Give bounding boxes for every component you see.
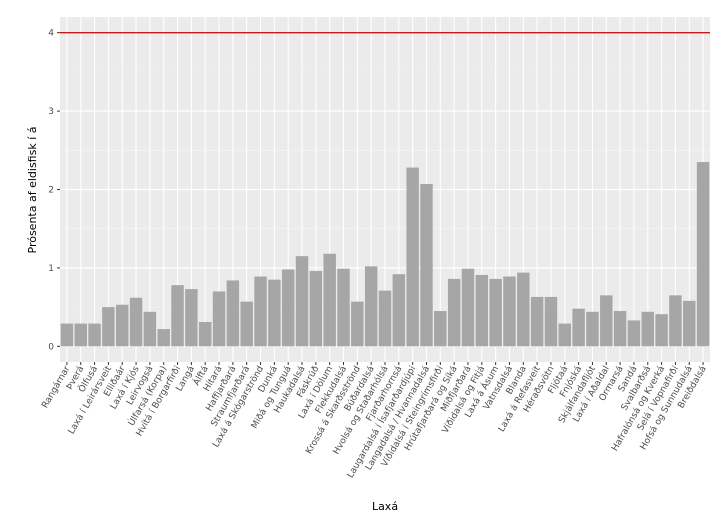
bar [600,295,613,347]
bar [88,323,101,347]
bar [143,311,157,347]
bar [60,323,74,347]
bar [406,167,419,347]
y-tick-label: 4 [48,29,54,39]
bar [627,320,641,347]
bar [683,300,696,347]
y-tick-label: 3 [48,107,54,117]
bar [74,323,87,347]
y-axis-title: Prósenta af eldisfisk í á [26,127,39,254]
bar [434,311,447,347]
bar [171,285,184,347]
x-axis-title: Laxá [372,500,398,513]
bar [323,253,336,347]
bar [364,266,378,347]
bar [226,280,240,347]
bar [655,314,668,347]
bar [613,311,627,347]
bar [572,308,585,347]
bar [268,279,281,347]
bar [337,268,350,347]
bar [641,311,654,347]
bar [351,301,364,347]
bar [489,278,502,347]
bar [461,268,475,347]
bar [102,307,115,347]
y-tick-label: 1 [48,264,54,274]
bar [503,276,516,347]
bar [129,297,143,347]
bar [295,256,309,347]
bar [157,329,170,347]
y-tick-label: 2 [48,186,54,196]
bar [281,269,295,347]
bar [212,291,226,347]
bar [378,290,392,347]
marks [60,31,710,347]
y-tick-label: 0 [48,342,54,352]
bar [475,274,489,347]
bar [254,276,267,347]
bar [696,162,710,347]
bar [447,278,461,347]
bar [558,323,572,347]
bar [185,289,198,347]
bar [309,271,323,347]
bar [392,274,406,347]
bar [420,184,433,347]
bar [530,296,544,347]
bar [669,295,682,347]
bar [240,301,253,347]
bar [198,322,212,347]
bar [517,272,530,347]
bar [544,296,558,347]
bar [116,304,129,347]
bar [586,311,599,347]
